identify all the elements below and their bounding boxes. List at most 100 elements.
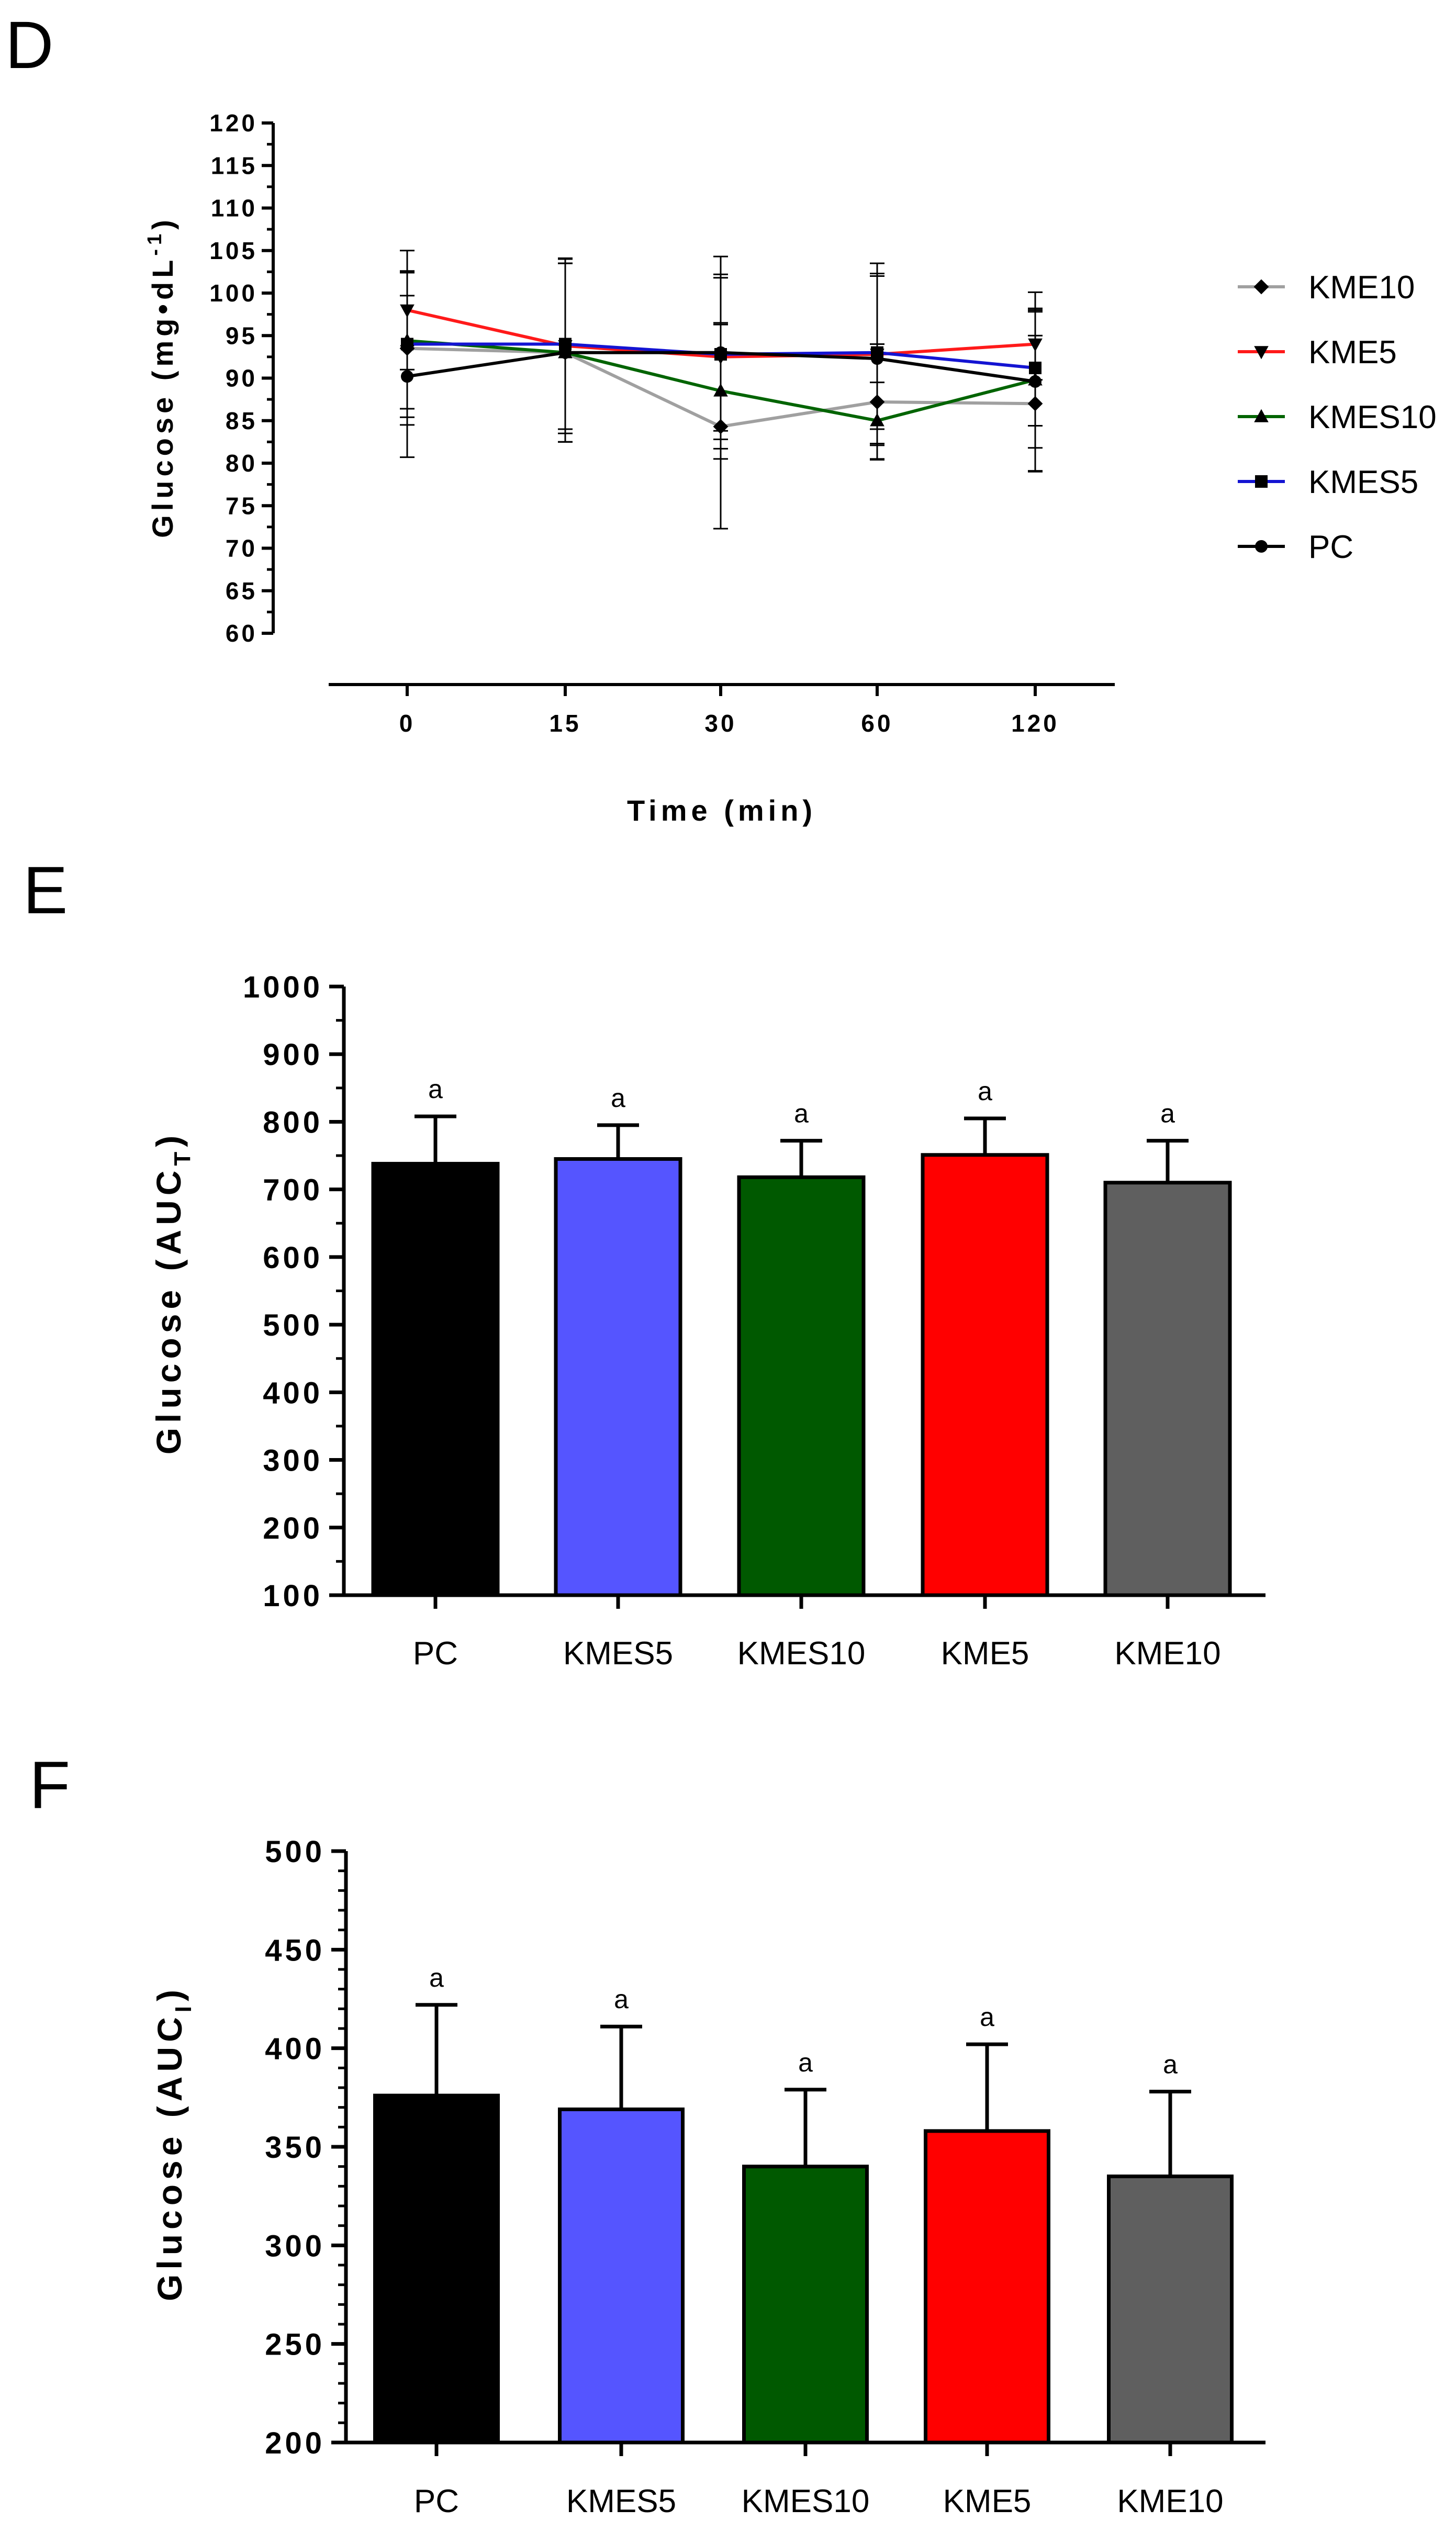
legend-label-kme5: KME5 xyxy=(1308,334,1397,371)
x-axis-label-d: Time (min) xyxy=(627,794,816,827)
y-tick-label: 500 xyxy=(263,1308,323,1342)
bar-kmes10 xyxy=(737,1175,866,1597)
x-tick-label-kme10: KME10 xyxy=(1117,2483,1223,2519)
x-tick-label-d: 0 xyxy=(399,710,416,737)
point-kme5 xyxy=(400,304,415,318)
bar-pc xyxy=(373,2093,500,2445)
y-tick-label: 500 xyxy=(265,1835,325,1869)
legend-marker-kme10 xyxy=(1253,279,1269,295)
y-axis-label-d: Glucose (mg•dL-1) xyxy=(144,216,179,538)
bar-kme10 xyxy=(1107,2175,1234,2445)
point-kme10 xyxy=(713,419,729,434)
bar-kmes5 xyxy=(558,2107,685,2445)
y-tick-label: 400 xyxy=(265,2032,325,2066)
legend-label-pc: PC xyxy=(1308,529,1353,565)
y-tick-label: 900 xyxy=(263,1038,323,1072)
y-tick-label-d: 85 xyxy=(226,407,257,434)
legend-label-kmes10: KMES10 xyxy=(1308,399,1437,435)
y-tick-label-d: 70 xyxy=(226,535,257,562)
bar-kme5 xyxy=(924,2129,1050,2445)
y-tick-label: 600 xyxy=(263,1241,323,1275)
y-tick-label-d: 105 xyxy=(209,237,257,264)
bar-kme5 xyxy=(921,1153,1049,1597)
significance-label-kmes10: a xyxy=(794,1099,809,1128)
y-tick-label-d: 90 xyxy=(226,365,257,392)
y-tick-label-d: 120 xyxy=(209,109,257,137)
panel-letter-d: D xyxy=(5,8,53,83)
y-tick-label: 1000 xyxy=(243,970,323,1004)
legend-marker-pc xyxy=(1255,540,1268,553)
significance-label-kmes10: a xyxy=(798,2048,813,2077)
y-tick-label-d: 80 xyxy=(226,450,257,477)
y-axis-label: Glucose (AUCT) xyxy=(149,1131,195,1455)
y-tick-label: 200 xyxy=(265,2426,325,2460)
significance-label-kmes5: a xyxy=(611,1083,625,1113)
point-kmes10 xyxy=(870,413,884,427)
y-tick-label: 700 xyxy=(263,1173,323,1207)
legend-label-kme10: KME10 xyxy=(1308,270,1415,306)
y-tick-label-d: 65 xyxy=(226,577,257,604)
significance-label-kme10: a xyxy=(1160,1099,1175,1128)
point-kmes5 xyxy=(401,338,413,351)
significance-label-pc: a xyxy=(428,1074,443,1104)
y-tick-label: 250 xyxy=(265,2328,325,2362)
point-kme5 xyxy=(1028,338,1043,352)
bar-kmes10 xyxy=(742,2165,869,2445)
panel-letter-e: E xyxy=(23,853,68,928)
significance-label-kmes5: a xyxy=(614,1985,629,2014)
line-chart-d: 60 65 70 75 80 85 90 95 100 105 110 115 120 Glucose (… xyxy=(144,109,1437,827)
bar-chart-f: 200 250 300 350 400 450 500 Glucose (AUCI) PC a KM… xyxy=(150,1835,1265,2519)
x-tick-label-kme10: KME10 xyxy=(1114,1635,1220,1672)
x-tick-label-pc: PC xyxy=(413,1635,458,1672)
bar-kme10 xyxy=(1103,1181,1232,1597)
y-tick-label-d: 75 xyxy=(226,492,257,519)
x-tick-label-d: 30 xyxy=(704,710,736,737)
y-tick-label: 800 xyxy=(263,1105,323,1139)
point-pc xyxy=(559,346,572,359)
point-kme10 xyxy=(869,394,885,410)
legend-marker-kmes5 xyxy=(1255,475,1268,488)
x-tick-label-kmes10: KMES10 xyxy=(742,2483,870,2519)
y-tick-label: 100 xyxy=(263,1579,323,1613)
point-pc xyxy=(401,370,413,383)
y-tick-label: 400 xyxy=(263,1376,323,1410)
point-pc xyxy=(1029,375,1041,388)
x-tick-label-d: 60 xyxy=(861,710,893,737)
significance-label-kme10: a xyxy=(1163,2050,1178,2079)
panel-letter-f: F xyxy=(29,1748,70,1823)
point-pc xyxy=(714,346,727,359)
significance-label-pc: a xyxy=(429,1963,444,1992)
point-kmes5 xyxy=(1029,362,1041,374)
significance-label-kme5: a xyxy=(978,1077,992,1106)
x-tick-label-kmes5: KMES5 xyxy=(563,1635,673,1672)
x-tick-label-d: 120 xyxy=(1011,710,1059,737)
bar-kmes5 xyxy=(554,1157,682,1597)
x-tick-label-d: 15 xyxy=(549,710,581,737)
y-tick-label-d: 115 xyxy=(211,152,257,179)
x-tick-label-kme5: KME5 xyxy=(941,1635,1029,1672)
y-tick-label-d: 60 xyxy=(226,620,257,647)
point-pc xyxy=(871,352,883,365)
y-tick-label-d: 110 xyxy=(211,195,257,222)
significance-label-kme5: a xyxy=(980,2002,994,2032)
y-tick-label: 300 xyxy=(263,1444,323,1478)
y-axis-label: Glucose (AUCI) xyxy=(150,1985,196,2301)
y-tick-label: 300 xyxy=(265,2229,325,2263)
bar-chart-e: 100 200 300 400 500 600 700 800 900 1000 Glucose (… xyxy=(149,970,1265,1672)
bar-pc xyxy=(371,1162,500,1597)
legend-label-kmes5: KMES5 xyxy=(1308,464,1418,500)
x-tick-label-kmes5: KMES5 xyxy=(566,2483,676,2519)
y-tick-label: 450 xyxy=(265,1933,325,1967)
y-tick-label: 200 xyxy=(263,1511,323,1545)
x-tick-label-pc: PC xyxy=(414,2483,459,2519)
x-tick-label-kmes10: KMES10 xyxy=(737,1635,866,1672)
point-kmes10 xyxy=(713,383,728,397)
y-tick-label: 350 xyxy=(265,2131,325,2165)
legend-marker-kme5 xyxy=(1254,346,1269,360)
legend-marker-kmes10 xyxy=(1254,409,1269,422)
y-tick-label-d: 95 xyxy=(226,322,257,349)
y-tick-label-d: 100 xyxy=(209,279,257,307)
x-tick-label-kme5: KME5 xyxy=(943,2483,1032,2519)
point-kme10 xyxy=(1027,396,1043,411)
